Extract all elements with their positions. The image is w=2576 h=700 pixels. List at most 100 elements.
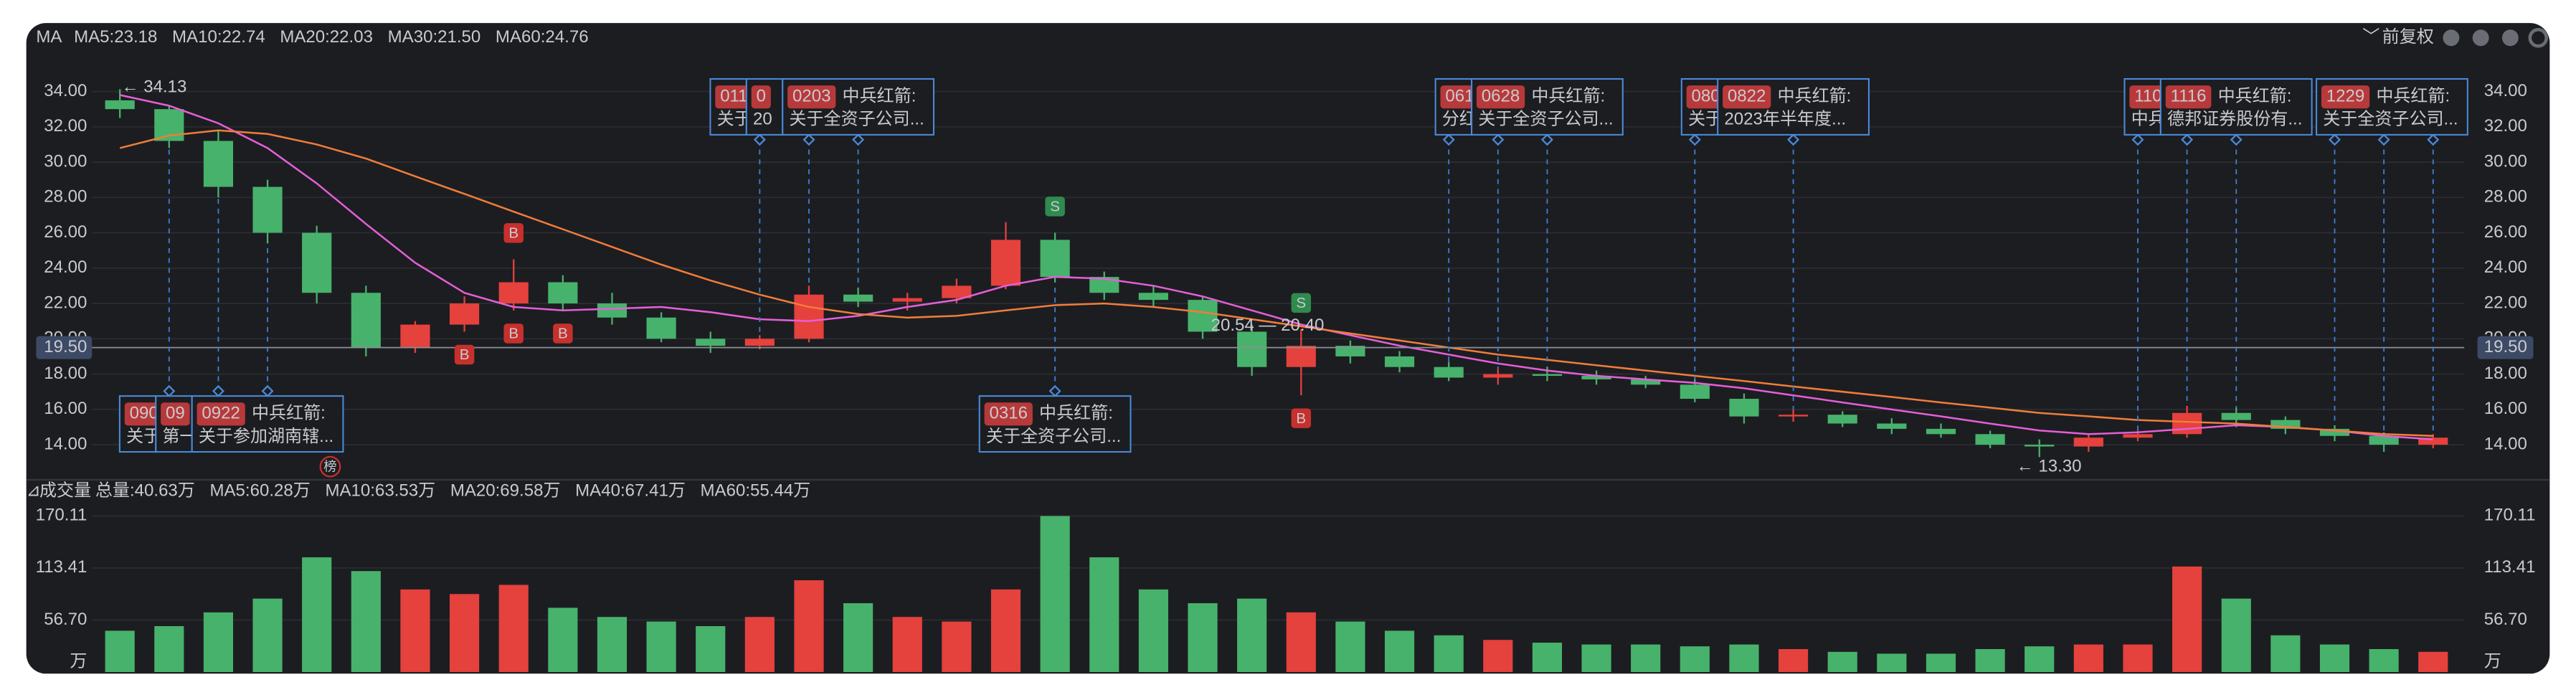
y2-tick-label: 24.00 — [2484, 257, 2527, 277]
volume-bar — [1483, 640, 1513, 672]
candle-body — [1138, 293, 1168, 301]
volume-bar — [2073, 644, 2103, 672]
volume-bar — [154, 626, 184, 672]
add-icon[interactable] — [2472, 29, 2489, 47]
news-text: 关于全资子公司... — [2323, 110, 2458, 129]
volume-toggle[interactable]: ⊿ — [27, 481, 41, 500]
candle-body — [1975, 434, 2005, 445]
y-tick-label: 30.00 — [44, 151, 87, 171]
y2-tick-label: 30.00 — [2484, 151, 2527, 171]
trade-marker-label: S — [1050, 198, 1060, 214]
volume-title: 成交量 — [39, 481, 91, 500]
volume-bar — [2123, 644, 2153, 672]
legend-item: MA10:22.74 — [172, 27, 265, 47]
volume-bar — [400, 589, 430, 672]
candle-body — [597, 303, 628, 318]
legend-item: MA5:60.28万 — [209, 481, 310, 500]
candle-body — [498, 282, 529, 304]
candle-body — [1631, 379, 1661, 385]
news-date-box — [2321, 85, 2370, 109]
volume-bar — [1729, 644, 1759, 672]
y-tick-label: 18.00 — [44, 364, 87, 383]
news-date-box — [715, 85, 753, 109]
y2-tick-label: 14.00 — [2484, 434, 2527, 453]
trade-marker-label: S — [1296, 295, 1306, 311]
news-date: 0922 — [202, 404, 240, 423]
y2-tick-label: 56.70 — [2484, 610, 2527, 629]
adjust-mode[interactable]: 前复权 — [2382, 27, 2434, 47]
news-anchor — [1540, 133, 1553, 146]
last-price-label: 19.50 — [2484, 337, 2527, 356]
news-date: 09 — [166, 404, 185, 423]
trade-marker — [1045, 197, 1065, 217]
news-text: 关于 — [126, 427, 161, 446]
candle-body — [1877, 423, 1907, 429]
candle-body — [696, 339, 726, 346]
candle-body — [1434, 366, 1464, 378]
badge-ring[interactable] — [319, 455, 341, 478]
legend-item: MA60:55.44万 — [701, 481, 811, 500]
y2-tick-label: 32.00 — [2484, 116, 2527, 136]
last-price-label: 19.50 — [44, 337, 87, 356]
news-anchor — [852, 133, 865, 146]
news-date-box — [984, 402, 1033, 426]
news-anchor — [802, 133, 815, 146]
volume-bar — [1089, 557, 1119, 672]
trade-marker-label: B — [460, 346, 470, 363]
volume-bar — [1778, 649, 1809, 672]
volume-bar — [203, 612, 234, 672]
y2-tick-label: 22.00 — [2484, 293, 2527, 312]
candle-body — [646, 317, 676, 339]
minimize-icon[interactable] — [2443, 29, 2460, 47]
trade-marker — [1291, 293, 1312, 313]
settings-icon[interactable] — [2528, 27, 2549, 48]
y2-tick-label: 113.41 — [2484, 557, 2536, 577]
news-anchor — [2230, 133, 2243, 146]
candle-body — [1384, 356, 1415, 367]
ma-line — [119, 94, 2433, 440]
news-anchor — [1492, 133, 1505, 146]
news-date-box — [787, 85, 836, 109]
candle-body — [794, 294, 824, 339]
news-text: 关于全资子公司... — [789, 110, 924, 129]
indicator-name[interactable]: MA — [36, 27, 62, 47]
volume-bar — [449, 594, 480, 672]
candle-body — [1286, 346, 1316, 367]
news-text: 关于全资子公司... — [986, 427, 1121, 446]
news-text: 关于全资子公司... — [1478, 110, 1613, 129]
legend-item: MA10:63.53万 — [325, 481, 435, 500]
volume-bar — [2418, 651, 2448, 672]
volume-bar — [2369, 649, 2399, 672]
volume-bar — [252, 598, 283, 672]
y-tick-label: 28.00 — [44, 187, 87, 207]
y2-tick-label: 18.00 — [2484, 364, 2527, 383]
news-title: 中兵红箭: — [2376, 87, 2450, 106]
y-unit: 万 — [70, 652, 87, 671]
last-price-box — [2477, 336, 2534, 359]
ma-line — [119, 129, 2433, 438]
volume-bar — [302, 557, 332, 672]
candle-body — [105, 100, 135, 110]
candle-body — [2221, 412, 2251, 420]
adjust-chevron[interactable]: ﹀ — [2362, 27, 2380, 47]
news-date-box — [751, 85, 771, 109]
y-tick-label: 14.00 — [44, 434, 87, 453]
legend-item: MA20:69.58万 — [450, 481, 561, 500]
candle-body — [2418, 438, 2448, 445]
volume-bar — [744, 617, 775, 672]
remove-icon[interactable] — [2501, 29, 2519, 47]
y2-tick-label: 26.00 — [2484, 222, 2527, 242]
candle-body — [1581, 376, 1611, 379]
trade-marker — [553, 323, 573, 344]
volume-bar — [1138, 589, 1168, 672]
trade-marker — [454, 344, 475, 365]
candle-body — [302, 232, 332, 293]
news-date-box — [1440, 85, 1479, 109]
badge[interactable]: 榜 — [323, 459, 336, 474]
y-tick-label: 34.00 — [44, 81, 87, 100]
y2-unit: 万 — [2484, 652, 2501, 671]
y-tick-label: 56.70 — [44, 610, 87, 629]
news-title: 中兵红箭: — [1039, 404, 1113, 423]
